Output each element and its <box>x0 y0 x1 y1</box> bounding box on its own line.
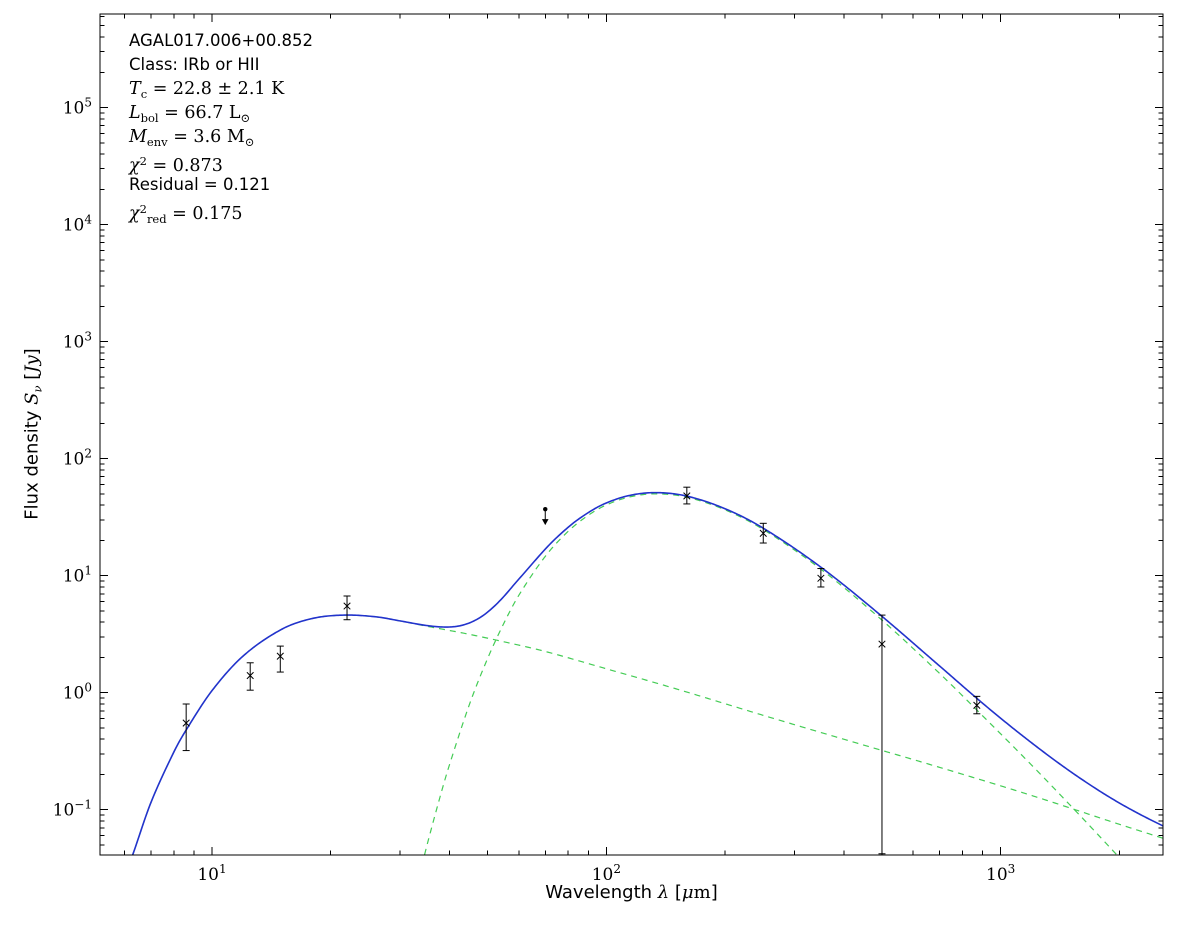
tick-label: 10−1 <box>53 798 92 821</box>
annotation-line: Class: IRb or HII <box>129 55 260 74</box>
warm-component-curve <box>131 614 1163 855</box>
y-axis-label: Flux density Sν [Jy] <box>21 348 45 520</box>
data-point-marker <box>182 703 190 752</box>
annotation-line: AGAL017.006+00.852 <box>129 31 314 50</box>
tick-label: 105 <box>63 96 92 119</box>
data-point-marker <box>246 662 254 691</box>
tick-labels: 101 102 103 10−1 100 101 102 103 104 105 <box>53 96 1016 885</box>
tick-label: 104 <box>63 213 93 236</box>
data-points-group <box>182 486 981 855</box>
data-point-marker <box>817 568 825 588</box>
data-point-marker <box>759 522 767 544</box>
annotation-line: Lbol = 66.7 L⊙ <box>129 103 251 125</box>
tick-label: 102 <box>63 447 92 470</box>
total-model-curve <box>131 491 1163 855</box>
plot-frame <box>99 13 1164 856</box>
upper-limit-marker <box>541 506 549 526</box>
annotation-line: Tc = 22.8 ± 2.1 K <box>129 79 285 101</box>
annotation-line: Residual = 0.121 <box>129 175 271 194</box>
annotation-block: AGAL017.006+00.852 Class: IRb or HII Tc = … <box>129 29 314 226</box>
x-axis-label: Wavelength λ [μm] <box>545 882 718 903</box>
data-point-marker <box>878 614 886 855</box>
tick-label: 101 <box>197 862 226 885</box>
data-point-marker <box>683 486 691 505</box>
tick-label: 100 <box>63 681 92 704</box>
model-curves <box>131 491 1163 855</box>
axis-ticks <box>100 14 1163 855</box>
annotation-line: χ2red = 0.175 <box>129 202 243 226</box>
data-point-marker <box>276 645 284 673</box>
annotation-line: Menv = 3.6 M⊙ <box>129 127 255 149</box>
annotation-line: χ2 = 0.873 <box>129 154 223 176</box>
tick-label: 103 <box>986 862 1015 885</box>
data-point-marker <box>343 595 351 621</box>
tick-label: 102 <box>592 862 621 885</box>
tick-label: 101 <box>63 564 92 587</box>
data-point-marker <box>973 695 981 715</box>
tick-label: 103 <box>63 330 92 353</box>
